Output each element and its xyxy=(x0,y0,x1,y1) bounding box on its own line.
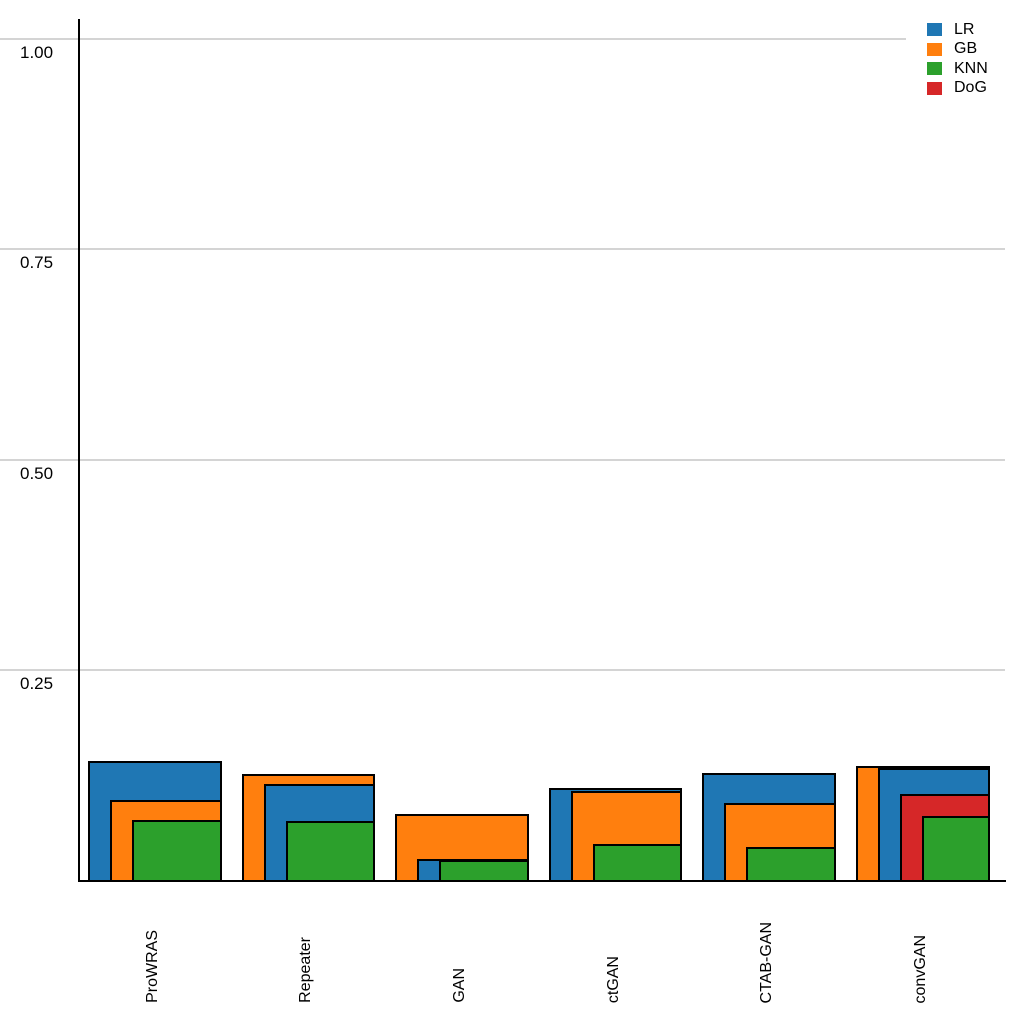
x-axis-line xyxy=(78,880,1006,882)
y-tick-label: 0.50 xyxy=(20,463,54,483)
y-tick-label: 0.75 xyxy=(20,253,54,273)
legend-label: GB xyxy=(954,40,978,58)
y-axis-line xyxy=(78,19,80,882)
legend-item-KNN: KNN xyxy=(927,59,1024,79)
bar-ctGAN-KNN xyxy=(592,843,683,882)
legend-label: LR xyxy=(954,20,975,38)
x-tick-label: ctGAN xyxy=(604,955,622,1003)
x-tick-label: Repeater xyxy=(297,937,315,1003)
legend-label: KNN xyxy=(954,59,988,77)
legend: LR GB KNN DoG xyxy=(906,12,1024,104)
y-tick-label: 1.00 xyxy=(20,43,54,62)
gridline-1.00 xyxy=(0,38,1005,40)
legend-swatch-icon xyxy=(927,42,942,56)
legend-swatch-icon xyxy=(927,81,942,95)
legend-item-DoG: DoG xyxy=(927,79,1024,99)
legend-swatch-icon xyxy=(927,23,942,37)
bar-CTAB-GAN-KNN xyxy=(746,847,836,882)
legend-item-GB: GB xyxy=(927,40,1024,60)
bar-GAN-KNN xyxy=(439,859,529,882)
y-tick-label: 0.25 xyxy=(20,673,54,693)
x-tick-label: ProWRAS xyxy=(143,930,161,1003)
legend-swatch-icon xyxy=(927,62,942,76)
gridline-0.50 xyxy=(0,458,1005,461)
gridline-0.75 xyxy=(0,248,1005,251)
bar-convGAN-KNN xyxy=(922,816,990,882)
legend-item-LR: LR xyxy=(927,20,1024,40)
gridline-0.25 xyxy=(0,668,1005,671)
x-tick-label: convGAN xyxy=(911,934,929,1003)
x-tick-label: CTAB-GAN xyxy=(758,921,776,1003)
bar-Repeater-KNN xyxy=(285,821,376,882)
bar-ProWRAS-KNN xyxy=(132,820,222,882)
x-tick-label: GAN xyxy=(450,968,468,1003)
legend-label: DoG xyxy=(954,79,987,97)
